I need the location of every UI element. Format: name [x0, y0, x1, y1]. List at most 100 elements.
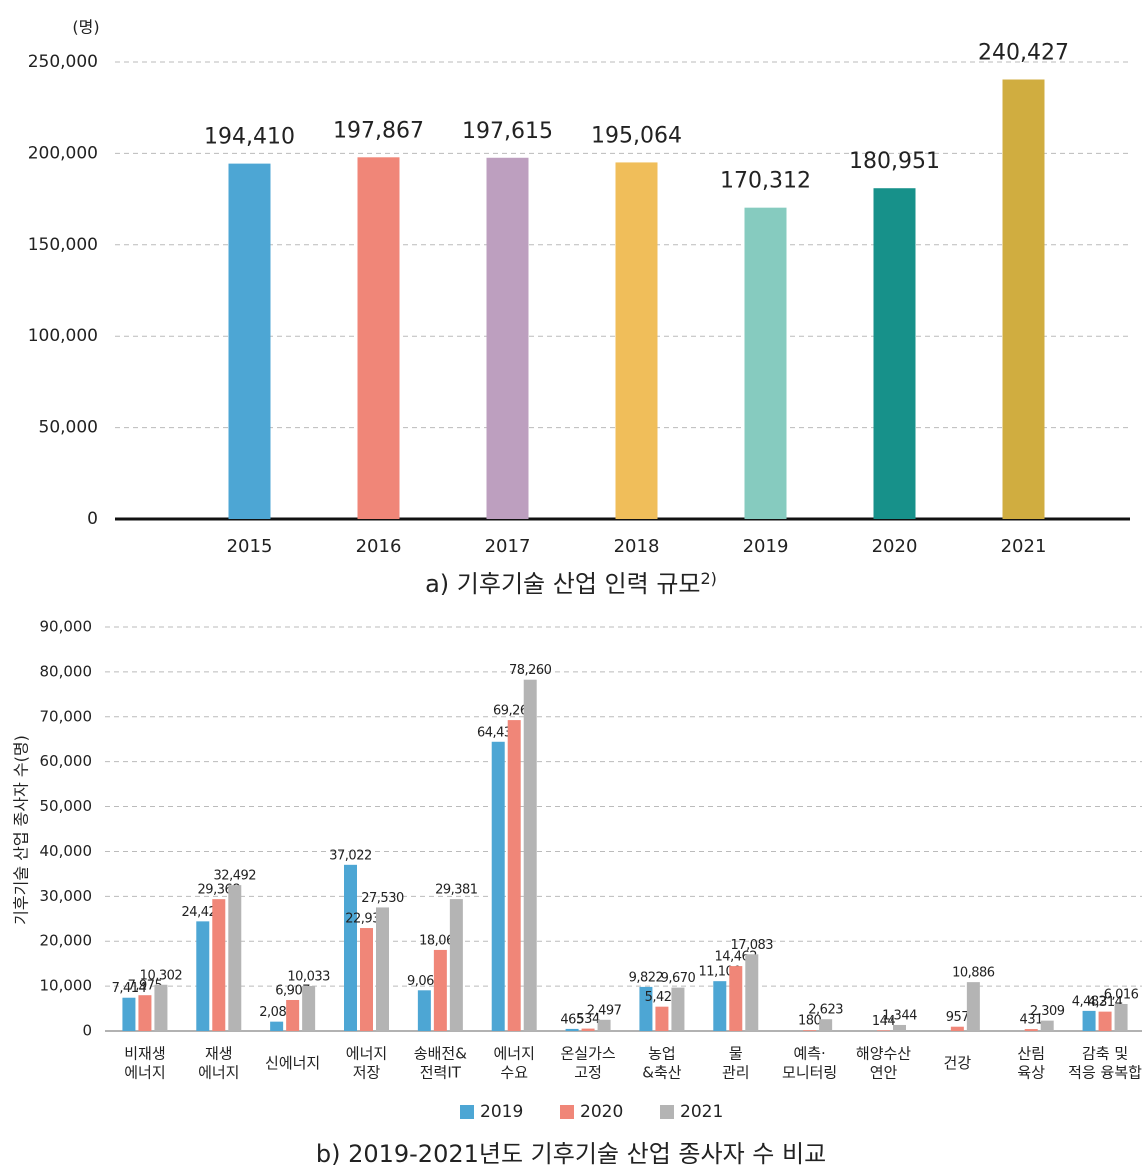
x-tick-label: 물 관리 — [722, 1044, 750, 1081]
value-label: 4,482 — [1072, 994, 1107, 1009]
unit-label: (명) — [72, 18, 99, 37]
value-label: 465 — [560, 1012, 584, 1027]
value-label: 10,886 — [952, 966, 995, 981]
bar — [877, 1030, 890, 1031]
x-tick-label: 온실가스 고정 — [560, 1044, 615, 1081]
bar — [671, 987, 685, 1031]
value-label: 194,410 — [204, 125, 295, 150]
x-tick-label: 2019 — [743, 536, 789, 557]
y-tick-label: 60,000 — [40, 752, 93, 770]
x-tick-label: 2017 — [485, 536, 531, 557]
value-label: 195,064 — [591, 123, 682, 148]
bar — [745, 954, 759, 1031]
footnote: 2) — [700, 569, 716, 588]
x-tick-label: 예측· 모니터링 — [782, 1044, 837, 1081]
value-label: 2,623 — [808, 1003, 843, 1018]
x-tick-label: 농업 &축산 — [642, 1044, 681, 1081]
x-tick-label: 비재생 에너지 — [124, 1044, 165, 1081]
value-label: 9,670 — [661, 971, 696, 986]
bar — [615, 162, 658, 519]
x-tick-label: 2018 — [614, 536, 660, 557]
bar — [196, 921, 210, 1031]
x-tick-label: 송배전& 전력IT — [414, 1044, 467, 1081]
y-tick-label: 70,000 — [40, 707, 93, 725]
value-label: 197,615 — [462, 119, 553, 144]
bar — [376, 907, 389, 1031]
x-tick-label: 신에너지 — [265, 1054, 320, 1072]
value-label: 6,016 — [1104, 987, 1139, 1002]
bar — [270, 1021, 284, 1031]
bar — [154, 984, 168, 1031]
bar — [655, 1006, 669, 1031]
value-label: 10,302 — [140, 968, 183, 983]
value-label: 10,033 — [287, 969, 330, 984]
value-label: 6,907 — [275, 983, 310, 998]
bar — [360, 928, 373, 1031]
y-tick-label: 150,000 — [28, 235, 98, 255]
value-label: 27,530 — [361, 891, 404, 906]
x-tick-label: 재생 에너지 — [198, 1044, 239, 1081]
value-label: 1,344 — [882, 1008, 917, 1023]
value-label: 9,066 — [407, 974, 442, 989]
y-tick-label: 20,000 — [40, 932, 93, 950]
value-label: 29,381 — [435, 883, 478, 898]
bar — [449, 899, 463, 1031]
y-tick-label: 50,000 — [39, 418, 98, 438]
bar — [873, 188, 916, 520]
value-label: 197,867 — [333, 118, 424, 143]
y-tick-label: 250,000 — [28, 52, 98, 72]
caption-text: a) 기후기술 산업 인력 규모 — [425, 570, 700, 598]
caption: b) 2019-2021년도 기후기술 산업 종사자 수 비교 — [316, 1140, 826, 1168]
value-label: 534 — [576, 1012, 600, 1027]
bar — [1098, 1011, 1112, 1031]
bar — [803, 1030, 817, 1031]
value-label: 17,083 — [731, 938, 774, 953]
y-tick-label: 200,000 — [28, 143, 98, 163]
value-label: 144 — [872, 1014, 896, 1029]
value-label: 37,022 — [329, 848, 372, 863]
x-tick-label: 해양수산 연안 — [856, 1044, 911, 1081]
bar — [286, 999, 300, 1031]
bar — [729, 966, 743, 1031]
bar — [581, 1028, 595, 1031]
x-tick-label: 2020 — [872, 536, 918, 557]
bar — [1114, 1003, 1128, 1031]
y-tick-label: 30,000 — [40, 887, 93, 905]
bar — [966, 982, 980, 1031]
y-tick-label: 0 — [82, 1022, 92, 1040]
y-tick-label: 100,000 — [28, 326, 98, 346]
bar — [122, 997, 136, 1031]
bar — [713, 981, 727, 1031]
bar — [523, 679, 537, 1031]
bar — [639, 986, 653, 1031]
x-tick-label: 감축 및 적응 융복합 — [1068, 1044, 1142, 1081]
bar — [228, 885, 242, 1031]
x-tick-label: 2016 — [356, 536, 402, 557]
value-label: 431 — [1020, 1013, 1044, 1028]
bar — [433, 949, 447, 1031]
x-tick-label: 2015 — [227, 536, 273, 557]
value-label: 180,951 — [849, 149, 940, 174]
x-tick-label: 산림 육상 — [1017, 1044, 1045, 1081]
bar — [893, 1024, 906, 1031]
value-label: 9,822 — [629, 970, 664, 985]
x-tick-label: 건강 — [944, 1054, 972, 1072]
value-label: 957 — [946, 1010, 970, 1025]
bar — [491, 741, 505, 1031]
value-label: 32,492 — [214, 869, 257, 884]
legend-swatch — [460, 1105, 474, 1119]
legend-label: 2019 — [480, 1102, 523, 1122]
y-axis-label: 기후기술 산업 종사자 수(명) — [12, 735, 31, 925]
legend-label: 2020 — [580, 1102, 623, 1122]
bar — [950, 1026, 964, 1031]
value-label: 5,421 — [645, 990, 680, 1005]
value-label: 7,414 — [112, 981, 147, 996]
bar — [357, 157, 400, 519]
legend-label: 2021 — [680, 1102, 723, 1122]
legend-swatch — [660, 1105, 674, 1119]
x-tick-label: 에너지 수요 — [494, 1044, 535, 1081]
value-label: 2,497 — [587, 1003, 622, 1018]
y-tick-label: 0 — [87, 509, 98, 529]
value-label: 2,309 — [1030, 1004, 1065, 1019]
